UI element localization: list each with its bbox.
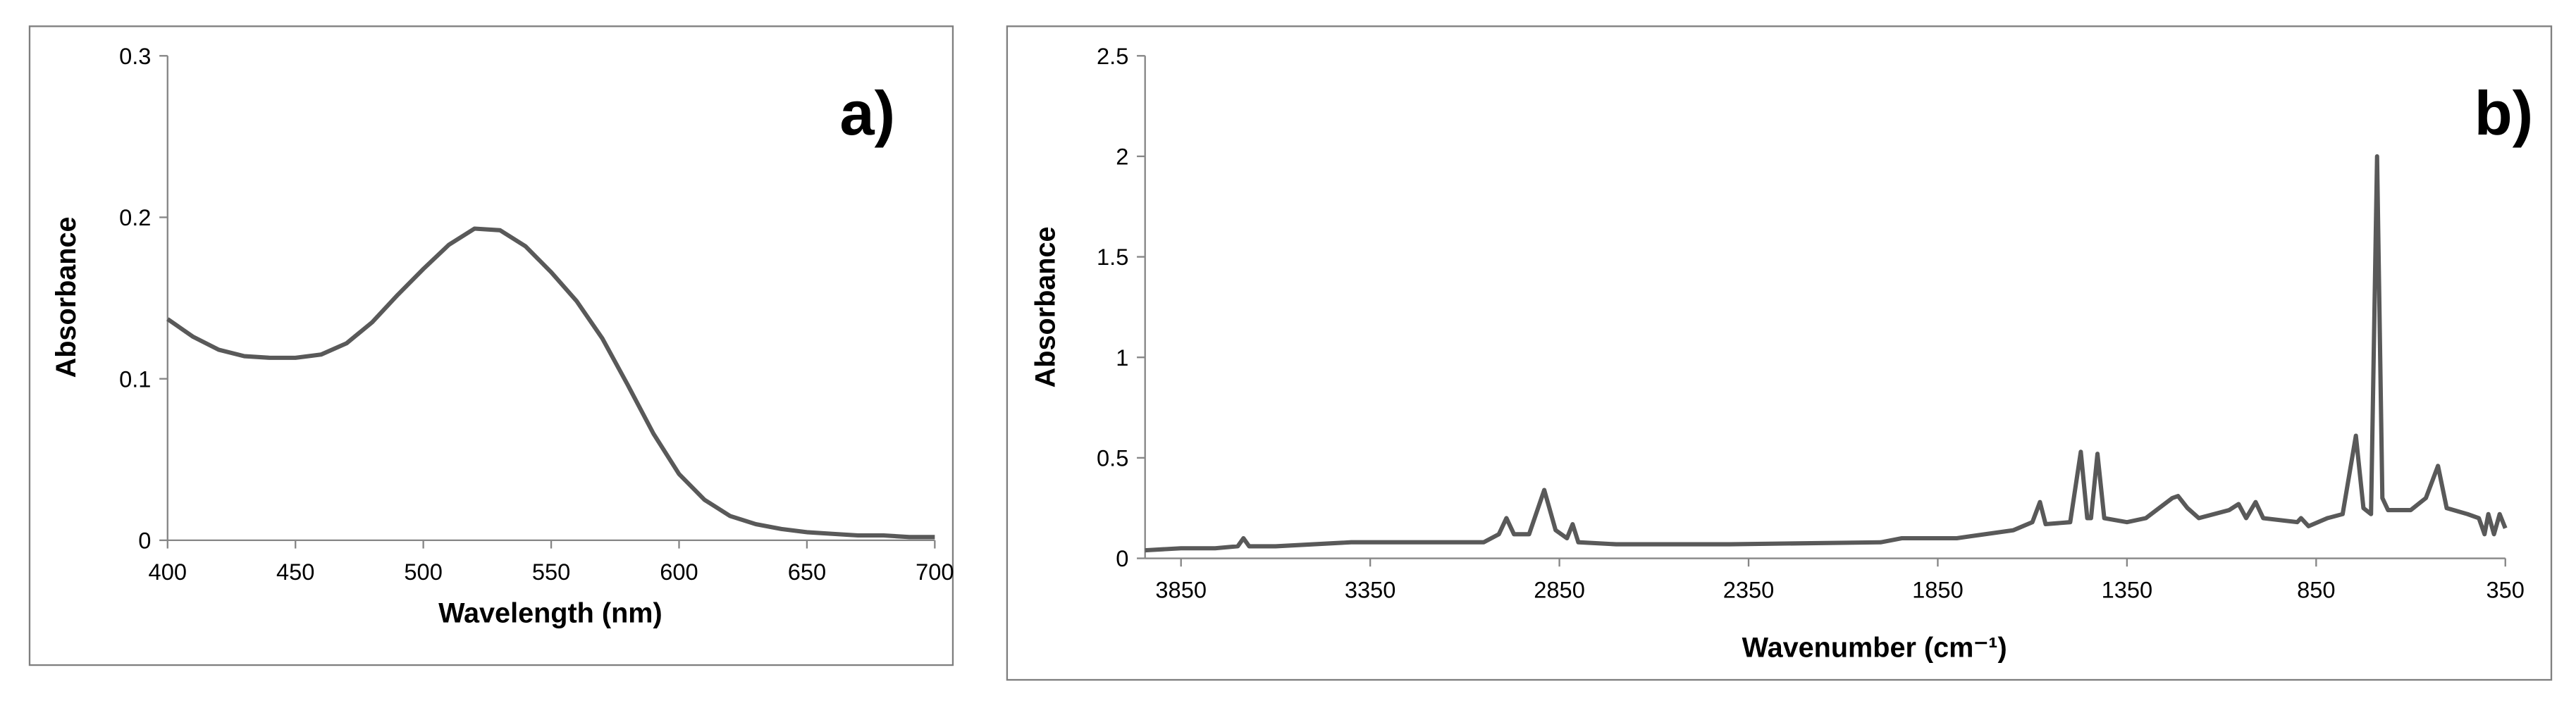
x-tick-label: 3350: [1345, 576, 1396, 602]
y-tick-label: 0.2: [119, 204, 151, 230]
y-tick-label: 0: [1116, 545, 1128, 571]
y-tick-label: 0.1: [119, 366, 151, 392]
y-tick-label: 1.5: [1097, 244, 1128, 270]
x-tick-label: 700: [916, 559, 954, 585]
y-tick-label: 0: [138, 528, 151, 554]
panel-label: b): [2475, 78, 2534, 148]
x-axis-title: Wavenumber (cm⁻¹): [1742, 632, 2007, 663]
x-tick-label: 450: [276, 559, 314, 585]
x-tick-label: 400: [149, 559, 187, 585]
panel-label: a): [839, 78, 895, 148]
y-tick-label: 2: [1116, 144, 1128, 170]
x-tick-label: 550: [532, 559, 570, 585]
x-tick-label: 2350: [1723, 576, 1775, 602]
x-tick-label: 2850: [1534, 576, 1585, 602]
x-tick-label: 3850: [1155, 576, 1207, 602]
y-tick-label: 1: [1116, 345, 1128, 371]
panel-frame: [28, 25, 954, 666]
y-axis-title: Absorbance: [1030, 226, 1061, 387]
x-tick-label: 850: [2297, 576, 2335, 602]
x-tick-label: 1350: [2102, 576, 2153, 602]
x-axis-title: Wavelength (nm): [438, 597, 663, 628]
panel-frame: [1006, 25, 2553, 681]
x-tick-label: 1850: [1912, 576, 1964, 602]
y-axis-title: Absorbance: [51, 216, 82, 378]
y-tick-label: 0.5: [1097, 445, 1128, 471]
y-tick-label: 2.5: [1097, 43, 1128, 69]
x-tick-label: 600: [660, 559, 698, 585]
x-tick-label: 500: [404, 559, 442, 585]
y-tick-label: 0.3: [119, 43, 151, 69]
data-line: [1145, 154, 2508, 553]
x-tick-label: 650: [788, 559, 826, 585]
data-line: [166, 226, 935, 540]
x-tick-label: 350: [2486, 576, 2525, 602]
